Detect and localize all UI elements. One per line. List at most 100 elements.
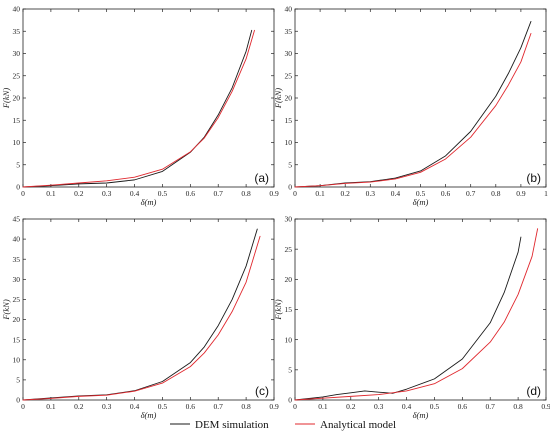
x-tick-label-3-2: 0.2 [74,402,84,411]
x-tick-label-1-8: 0.8 [241,189,251,198]
x-axis-label-4: δ(m) [413,410,429,420]
series-line-dem-3 [22,228,258,401]
y-tick-label-1-0: 0 [16,183,20,192]
x-tick-label-4-6: 0.6 [458,402,468,411]
x-tick-label-4-9: 0.9 [541,402,550,411]
plot-frame-2 [294,8,547,188]
series-line-dem-2 [294,21,532,188]
y-tick-label-1-6: 30 [13,49,21,58]
plot-frame-1 [22,8,275,188]
legend-label-dem: DEM simulation [195,419,269,431]
y-axis-label-3: F(kN) [1,299,11,320]
y-axis-label-4: F(kN) [273,299,283,320]
y-tick-label-1-8: 40 [13,5,21,14]
y-tick-label-2-1: 5 [288,160,292,169]
y-tick-label-2-8: 40 [285,5,293,14]
x-tick-label-1-4: 0.4 [130,189,140,198]
series-line-dem-4 [294,236,522,401]
chart-panel-2: 0 0.1 0.2 0.3 0.4 0.5 0.6 0.7 0.8 0.9 105101520253… [273,5,548,207]
y-tick-label-2-7: 35 [285,27,293,36]
x-tick-label-2-9: 0.9 [516,189,526,198]
x-tick-label-4-2: 0.2 [346,402,356,411]
series-line-analytical-4 [294,228,539,401]
x-tick-label-2-4: 0.4 [391,189,401,198]
x-axis-label-2: δ(m) [413,197,429,207]
y-tick-label-3-9: 45 [13,215,21,224]
x-tick-label-1-6: 0.6 [186,189,196,198]
x-tick-label-2-7: 0.7 [466,189,476,198]
y-tick-label-4-0: 0 [288,396,292,405]
y-tick-label-2-6: 30 [285,49,293,58]
y-axis-label-2: F(kN) [273,88,283,109]
y-tick-label-2-5: 25 [285,71,293,80]
x-tick-label-2-6: 0.6 [441,189,451,198]
y-tick-label-4-4: 20 [285,275,293,284]
x-tick-label-3-9: 0.9 [269,402,279,411]
x-tick-label-4-1: 0.1 [318,402,328,411]
legend-label-analytical: Analytical model [320,419,396,431]
y-tick-label-1-5: 25 [13,71,21,80]
x-tick-label-1-9: 0.9 [269,189,279,198]
series-line-analytical-3 [22,235,261,401]
y-tick-label-2-3: 15 [285,116,293,125]
series-line-analytical-2 [294,33,532,188]
x-tick-label-1-3: 0.3 [102,189,112,198]
x-tick-label-3-4: 0.4 [130,402,140,411]
y-tick-label-4-6: 30 [285,215,293,224]
x-tick-label-3-1: 0.1 [46,402,56,411]
x-tick-label-3-3: 0.3 [102,402,112,411]
y-tick-label-2-2: 10 [285,138,293,147]
panel-label-4: (d) [526,384,541,398]
chart-panel-3: 0 0.1 0.2 0.3 0.4 0.5 0.6 0.7 0.8 0.9 0 5 10 15 20 25 30… [1,215,279,420]
plot-frame-4 [294,218,547,401]
x-tick-label-3-8: 0.8 [241,402,251,411]
y-tick-label-2-0: 0 [288,183,292,192]
y-tick-label-1-4: 20 [13,94,21,103]
y-tick-label-1-2: 10 [13,138,21,147]
y-tick-label-3-2: 10 [13,355,21,364]
y-tick-label-4-1: 5 [288,365,292,374]
y-tick-label-3-0: 0 [16,396,20,405]
x-tick-label-4-4: 0.4 [402,402,412,411]
chart-panel-4: 0 0.1 0.2 0.3 0.4 0.5 0.6 0.7 0.8 0.9 0 5 10 15 20 25 30… [273,215,550,420]
x-tick-label-4-3: 0.3 [374,402,384,411]
x-tick-label-3-0: 0 [21,402,25,411]
y-tick-label-3-3: 15 [13,335,21,344]
x-tick-label-2-3: 0.3 [366,189,376,198]
plot-frame-3 [22,218,275,401]
panel-label-3: (c) [255,384,269,398]
chart-panels: 0 0.1 0.2 0.3 0.4 0.5 0.6 0.7 0.8 0.9051015202530… [1,5,550,420]
y-tick-label-4-5: 25 [285,245,293,254]
x-tick-label-2-8: 0.8 [491,189,501,198]
legend: DEM simulation Analytical model [170,419,396,431]
series-line-dem-1 [22,29,253,188]
x-tick-label-1-5: 0.5 [158,189,168,198]
x-tick-label-1-0: 0 [21,189,25,198]
x-tick-label-4-8: 0.8 [513,402,523,411]
chart-panel-1: 0 0.1 0.2 0.3 0.4 0.5 0.6 0.7 0.8 0.9 0 5 10 15 20 25 30… [1,5,279,207]
y-tick-label-3-4: 20 [13,315,21,324]
y-tick-label-4-3: 15 [285,305,293,314]
y-tick-label-1-7: 35 [13,27,21,36]
x-tick-label-2-10: 1 [544,189,548,198]
x-tick-label-3-6: 0.6 [186,402,196,411]
x-tick-label-2-1: 0.1 [315,189,325,198]
x-tick-label-1-7: 0.7 [214,189,224,198]
y-tick-label-1-3: 15 [13,116,21,125]
panel-label-1: (a) [254,171,269,185]
x-tick-label-3-7: 0.7 [214,402,224,411]
x-tick-label-4-0: 0 [293,402,297,411]
series-line-analytical-1 [22,29,255,188]
y-tick-label-1-1: 5 [16,160,20,169]
y-tick-label-3-6: 30 [13,275,21,284]
x-tick-label-4-5: 0.5 [430,402,440,411]
x-tick-label-1-1: 0.1 [46,189,56,198]
x-tick-label-4-7: 0.7 [486,402,496,411]
x-axis-label-1: δ(m) [141,197,157,207]
x-tick-label-2-2: 0.2 [341,189,351,198]
x-axis-label-3: δ(m) [141,410,157,420]
y-tick-label-3-8: 40 [13,235,21,244]
y-tick-label-3-1: 5 [16,375,20,384]
x-tick-label-2-5: 0.5 [416,189,426,198]
